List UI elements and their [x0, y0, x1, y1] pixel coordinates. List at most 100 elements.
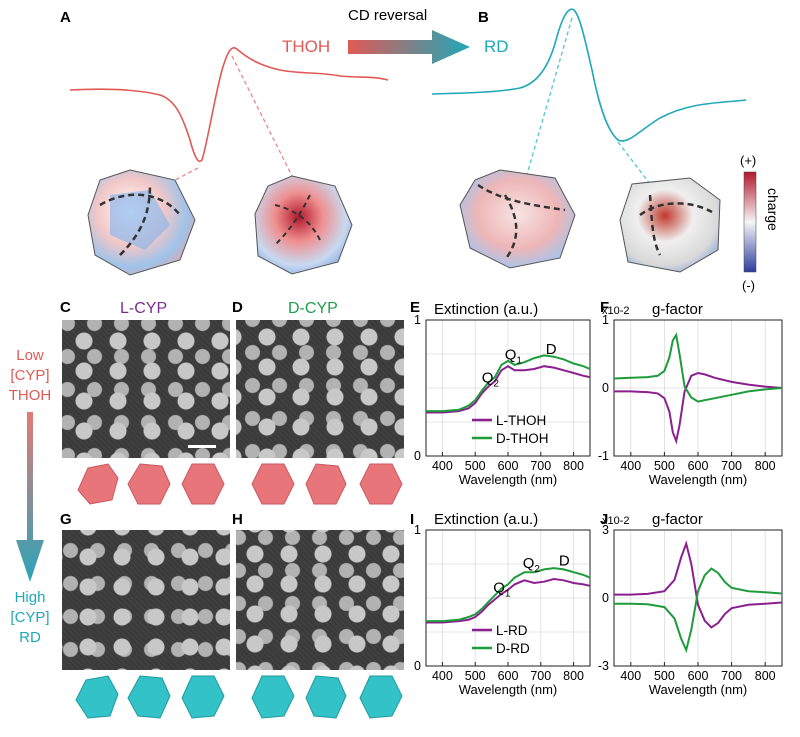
- panel-letter-a: A: [60, 9, 71, 26]
- x-tick-label: 600: [688, 669, 709, 683]
- peak-annotation: Q2: [482, 370, 500, 390]
- x-tick-label: 400: [432, 669, 453, 683]
- x-axis-label: Wavelength (nm): [649, 472, 748, 487]
- x-tick-label: 400: [432, 459, 453, 473]
- nanoparticle-rd-2: [619, 177, 721, 273]
- chart-i-extinction-rd: 400 500 600 700 800 0 1 Wavelength (nm) Extincti…: [414, 511, 591, 697]
- svg-text:High: High: [15, 589, 46, 606]
- series-line-d-rd: [426, 567, 591, 623]
- x-tick-label: 800: [563, 669, 584, 683]
- x-tick-label: 600: [498, 669, 519, 683]
- scale-label: x10-2: [602, 305, 630, 317]
- panel-letter-i: I: [410, 511, 414, 528]
- thoh-label: THOH: [282, 37, 330, 56]
- y-tick-label: 0: [602, 381, 609, 395]
- x-axis-label: Wavelength (nm): [649, 682, 748, 697]
- y-tick-label: 0: [414, 449, 421, 463]
- charge-label: charge: [765, 188, 781, 231]
- side-label-high: High [CYP] RD: [10, 589, 49, 646]
- svg-text:[CYP]: [CYP]: [10, 609, 49, 626]
- x-tick-label: 500: [465, 459, 486, 473]
- series-line-l-rd: [614, 540, 783, 629]
- panel-letter-g: G: [60, 511, 72, 528]
- y-tick-label: 1: [602, 313, 609, 327]
- panel-letter-e: E: [410, 299, 420, 316]
- legend-label: L-THOH: [496, 413, 546, 428]
- x-tick-label: 400: [620, 459, 641, 473]
- chart-title: g-factor: [652, 301, 703, 318]
- charge-minus-label: (-): [742, 278, 755, 293]
- rd-cd-curve: [431, 8, 747, 142]
- chart-f-gfactor-thoh: 400 500 600 700 800 -1 0 1 Wavelength (nm) g-fact…: [598, 301, 783, 487]
- model-row-thoh: [77, 463, 403, 505]
- x-tick-label: 800: [755, 459, 776, 473]
- x-tick-label: 700: [721, 459, 742, 473]
- x-tick-label: 600: [498, 459, 519, 473]
- y-tick-label: -3: [598, 659, 609, 673]
- peak-annotation: Q2: [523, 555, 541, 575]
- connector-b1: [525, 17, 573, 179]
- legend-label: D-THOH: [496, 431, 549, 446]
- svg-text:[CYP]: [CYP]: [10, 367, 49, 384]
- legend-label: L-RD: [496, 623, 528, 638]
- peak-annotation: Q1: [493, 580, 511, 600]
- peak-annotation: Q1: [505, 346, 523, 366]
- thoh-cd-curve: [69, 47, 389, 162]
- x-axis-label: Wavelength (nm): [459, 682, 558, 697]
- chart-title: g-factor: [652, 511, 703, 528]
- y-tick-label: 1: [414, 523, 421, 537]
- chart-j-gfactor-rd: 400 500 600 700 800 -3 0 3 Wavelength (nm) g-fact…: [598, 511, 783, 697]
- nanoparticle-thoh-1: [87, 169, 196, 276]
- rd-label: RD: [484, 37, 509, 56]
- y-tick-label: 3: [602, 523, 609, 537]
- x-tick-label: 700: [530, 459, 551, 473]
- x-tick-label: 800: [755, 669, 776, 683]
- cd-reversal-label: CD reversal: [348, 7, 427, 24]
- series-line-d-rd: [614, 567, 783, 654]
- sem-image-d: [236, 320, 404, 458]
- panel-letter-j: J: [600, 511, 608, 528]
- x-tick-label: 500: [654, 669, 675, 683]
- sem-image-g: [62, 530, 230, 670]
- sem-title-d-cyp: D-CYP: [288, 300, 338, 317]
- x-tick-label: 700: [530, 669, 551, 683]
- x-axis-label: Wavelength (nm): [459, 472, 558, 487]
- y-tick-label: 1: [414, 313, 421, 327]
- scale-label: x10-2: [602, 515, 630, 527]
- concentration-arrow: [16, 412, 44, 582]
- peak-annotation: D: [559, 552, 570, 569]
- x-tick-label: 500: [465, 669, 486, 683]
- panel-letter-c: C: [60, 299, 71, 316]
- cd-reversal-arrow: [348, 30, 470, 64]
- series-line-l-rd: [426, 577, 591, 624]
- panel-letter-b: B: [478, 9, 489, 26]
- x-tick-label: 500: [654, 459, 675, 473]
- x-tick-label: 400: [620, 669, 641, 683]
- x-tick-label: 800: [563, 459, 584, 473]
- series-line-l-thoh: [426, 365, 591, 414]
- charge-plus-label: (+): [740, 153, 756, 168]
- y-tick-label: 0: [602, 591, 609, 605]
- panel-letter-d: D: [232, 299, 243, 316]
- chart-title: Extinction (a.u.): [434, 301, 538, 318]
- nanoparticle-rd-1: [459, 169, 576, 269]
- model-row-rd: [75, 675, 403, 719]
- sem-image-c: [62, 320, 230, 458]
- svg-text:RD: RD: [19, 629, 41, 646]
- panel-letter-f: F: [600, 299, 609, 316]
- sem-title-l-cyp: L-CYP: [120, 300, 167, 317]
- chart-e-extinction-thoh: 400 500 600 700 800 0 1 Wavelength (nm) Extincti…: [414, 301, 591, 487]
- series-line-d-thoh: [426, 354, 591, 413]
- y-tick-label: 0: [414, 659, 421, 673]
- svg-text:Low: Low: [16, 347, 44, 364]
- svg-text:THOH: THOH: [9, 387, 52, 404]
- charge-colorbar: [743, 171, 757, 273]
- nanoparticle-thoh-2: [254, 175, 353, 275]
- connector-a2: [231, 55, 293, 177]
- series-line-l-thoh: [614, 371, 783, 445]
- chart-title: Extinction (a.u.): [434, 511, 538, 528]
- series-line-d-thoh: [613, 332, 783, 403]
- side-label-low: Low [CYP] THOH: [9, 347, 52, 404]
- panel-letter-h: H: [232, 511, 243, 528]
